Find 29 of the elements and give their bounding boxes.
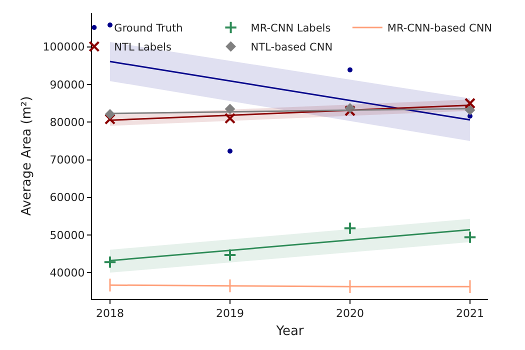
y-tick-label: 100000 [42, 40, 85, 54]
x-tick-label: 2020 [336, 307, 364, 320]
legend-label: Ground Truth [114, 22, 183, 35]
point [223, 248, 237, 262]
point [348, 67, 352, 72]
point [463, 230, 477, 244]
x-axis-title: Year [275, 324, 304, 339]
y-tick-label: 60000 [50, 191, 85, 204]
x-tick-label: 2021 [456, 307, 484, 320]
legend-label: MR-CNN Labels [250, 22, 331, 35]
point [228, 148, 232, 154]
legend-label: NTL-based CNN [250, 42, 333, 54]
y-tick-label: 90000 [50, 78, 85, 92]
point [224, 112, 236, 124]
x-tick-label: 2019 [216, 307, 244, 320]
point [108, 22, 112, 28]
y-tick-label: 40000 [50, 266, 85, 280]
point [104, 114, 116, 125]
x-tick-label: 2018 [96, 307, 124, 320]
point [464, 98, 476, 109]
y-tick-label: 70000 [50, 154, 85, 167]
legend-label: MR-CNN-based CNN [387, 22, 492, 35]
y-axis-title: Average Area (m²) [20, 96, 35, 216]
point [343, 222, 357, 235]
legend-label: NTL Labels [114, 42, 172, 54]
y-tick-label: 80000 [50, 116, 85, 129]
point [103, 256, 117, 269]
point [344, 105, 356, 116]
y-tick-label: 50000 [50, 228, 85, 242]
